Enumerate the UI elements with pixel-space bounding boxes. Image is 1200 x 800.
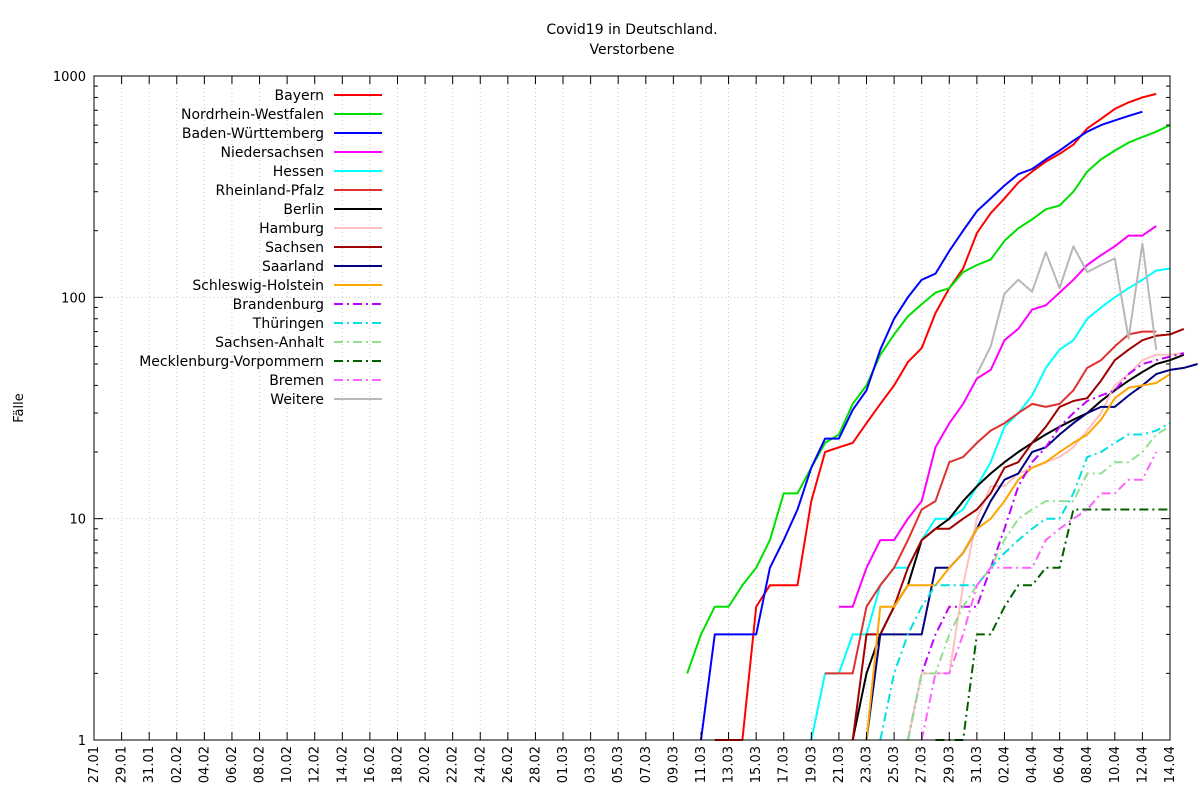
series-layer [686,92,1198,741]
x-tick-label: 06.02 [225,746,240,783]
x-tick-label: 27.01 [87,746,102,783]
series-line [906,425,1171,741]
x-tick-label: 02.02 [170,746,185,783]
x-tick-label: 10.02 [280,746,295,783]
x-tick-label: 14.04 [1163,746,1178,783]
series-line [714,92,1157,741]
legend-entry-label: Berlin [283,202,324,218]
legend-entry-label: Hamburg [259,221,324,237]
x-tick-label: 01.03 [556,746,571,783]
x-tick-label: 22.02 [446,746,461,783]
legend-entry-label: Rheinland-Pfalz [216,183,324,199]
x-tick-label: 20.02 [418,746,433,783]
series-line [825,330,1157,675]
legend-entry-label: Bremen [269,373,324,389]
legend-entry-label: Schleswig-Holstein [192,278,324,294]
x-tick-label: 31.01 [142,746,157,783]
tick-layer: 27.01 29.01 31.01 02.02 04.02 06.02 08.02 10.02… [53,70,1178,783]
x-tick-label: 29.03 [942,746,957,783]
series-line [810,267,1171,741]
x-tick-label: 09.03 [666,746,681,783]
x-tick-label: 12.04 [1135,746,1150,783]
x-tick-label: 11.03 [694,746,709,783]
x-tick-label: 24.02 [473,746,488,783]
x-tick-label: 04.02 [197,746,212,783]
legend-entry-label: Hessen [273,164,324,180]
series-line [879,422,1171,741]
x-tick-label: 16.02 [363,746,378,783]
x-tick-label: 15.03 [749,746,764,783]
y-tick-label: 1000 [53,70,86,85]
legend-entry-label: Sachsen-Anhalt [215,335,324,351]
x-tick-label: 06.04 [1053,746,1068,783]
legend: Bayern Nordrhein-Westfalen Baden-Württembe… [139,88,382,408]
legend-entry-label: Weitere [270,392,324,408]
x-tick-label: 13.03 [722,746,737,783]
legend-entry-label: Saarland [262,259,324,275]
series-line [976,242,1158,375]
series-line [838,225,1157,608]
chart-title: Covid19 in Deutschland. [546,22,717,38]
legend-entry-label: Baden-Württemberg [182,126,324,142]
chart-subtitle: Verstorbene [590,42,675,58]
x-tick-label: 21.03 [832,746,847,783]
series-line [851,327,1185,741]
series-line [700,110,1143,741]
plot-frame [93,75,1171,741]
x-tick-label: 26.02 [501,746,516,783]
x-tick-label: 19.03 [804,746,819,783]
legend-entry-label: Mecklenburg-Vorpommern [139,354,324,370]
x-tick-label: 07.03 [639,746,654,783]
series-line [935,508,1170,741]
y-tick-label: 1 [78,734,86,749]
x-tick-label: 29.01 [115,746,130,783]
x-tick-label: 04.04 [1025,746,1040,783]
y-tick-label: 100 [61,291,86,306]
x-tick-label: 08.02 [253,746,268,783]
y-tick-label: 10 [69,513,86,528]
legend-entry-label: Brandenburg [233,297,324,313]
y-axis-label: Fälle [12,393,27,422]
x-tick-label: 08.04 [1080,746,1095,783]
legend-entry-label: Niedersachsen [221,145,324,161]
x-tick-label: 17.03 [777,746,792,783]
x-tick-label: 05.03 [611,746,626,783]
legend-entry-label: Sachsen [265,240,324,256]
x-tick-label: 28.02 [528,746,543,783]
grid-layer [94,76,1170,740]
x-tick-label: 27.03 [915,746,930,783]
x-tick-label: 31.03 [970,746,985,783]
x-tick-label: 14.02 [335,746,350,783]
x-tick-label: 02.04 [997,746,1012,783]
x-tick-label: 25.03 [887,746,902,783]
legend-entry-label: Nordrhein-Westfalen [181,107,324,123]
legend-entry-label: Thüringen [252,316,324,332]
x-tick-label: 23.03 [860,746,875,783]
series-line [686,124,1171,674]
series-line [906,352,1185,741]
x-tick-label: 18.02 [390,746,405,783]
series-line [920,451,1158,741]
x-tick-label: 10.04 [1108,746,1123,783]
legend-entry-label: Bayern [275,88,324,104]
x-tick-label: 03.03 [584,746,599,783]
series-line [906,352,1184,741]
series-line [865,373,1171,741]
x-tick-label: 12.02 [308,746,323,783]
